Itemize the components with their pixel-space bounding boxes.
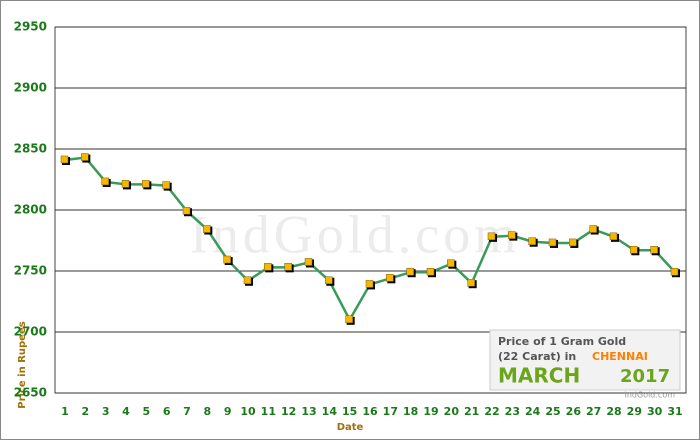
legend-year: 2017 (620, 366, 670, 387)
marker (345, 315, 353, 324)
y-tick-label: 2950 (14, 20, 47, 34)
x-tick-label: 24 (525, 405, 541, 418)
marker (60, 155, 69, 164)
legend-bg (489, 329, 681, 391)
x-tick-label: 29 (627, 405, 642, 418)
x-tick-label: 15 (342, 405, 357, 418)
marker (142, 180, 150, 188)
x-tick-label: 22 (484, 405, 499, 418)
x-tick-label: 26 (566, 405, 582, 418)
y-tick-label: 2850 (14, 142, 47, 156)
x-tick-label: 9 (224, 405, 232, 418)
legend-month: MARCH (498, 364, 580, 388)
x-tick-label: 25 (545, 405, 560, 418)
x-tick-label: 19 (423, 405, 438, 418)
x-tick-label: 18 (403, 405, 418, 418)
x-tick-label: 2 (82, 405, 90, 418)
x-tick-label: 10 (240, 405, 256, 418)
x-tick-label: 23 (505, 405, 520, 418)
legend-box: Price of 1 Gram Gold (22 Carat) in CHENN… (489, 329, 681, 400)
x-tick-label: 13 (301, 405, 316, 418)
x-axis-label: Date (337, 422, 364, 433)
y-tick-label: 2750 (14, 264, 47, 278)
x-tick-label: 21 (464, 405, 479, 418)
x-tick-label: 3 (102, 405, 110, 418)
marker (447, 259, 455, 267)
marker (548, 238, 557, 247)
x-tick-label: 8 (204, 405, 212, 418)
marker (467, 278, 475, 287)
marker (508, 231, 516, 239)
marker (101, 177, 109, 186)
marker (365, 280, 374, 288)
y-tick-label: 2700 (14, 325, 47, 339)
marker (589, 225, 597, 233)
marker (182, 206, 191, 215)
x-tick-label: 31 (667, 405, 682, 418)
marker (487, 232, 496, 241)
x-tick-label: 1 (61, 405, 69, 418)
marker (426, 267, 435, 276)
marker (569, 238, 577, 247)
legend-text: (22 Carat) in (498, 350, 576, 363)
marker (325, 276, 333, 285)
x-tick-label: 4 (122, 405, 130, 418)
marker (650, 246, 658, 254)
marker (81, 153, 89, 161)
x-tick-label: 27 (586, 405, 601, 418)
y-tick-label: 2900 (14, 81, 47, 95)
marker (162, 181, 170, 189)
marker (609, 232, 618, 241)
marker (670, 267, 679, 276)
x-tick-label: 28 (606, 405, 621, 418)
x-tick-label: 11 (261, 405, 276, 418)
marker (528, 237, 536, 245)
marker (121, 180, 130, 188)
marker (264, 263, 272, 271)
marker (406, 267, 414, 276)
x-tick-label: 17 (383, 405, 398, 418)
y-tick-label: 2800 (14, 203, 47, 217)
legend-site: IndGold.com (624, 391, 675, 400)
legend-text: Price of 1 Gram Gold (498, 335, 626, 348)
marker (386, 274, 394, 282)
y-tick-label: 2650 (14, 386, 47, 400)
legend-city: CHENNAI (592, 350, 648, 363)
marker (203, 225, 211, 233)
x-tick-label: 5 (143, 405, 151, 418)
x-tick-label: 14 (322, 405, 338, 418)
marker (223, 255, 231, 264)
marker (243, 276, 252, 285)
x-tick-label: 12 (281, 405, 296, 418)
watermark: IndGold.com (190, 204, 520, 264)
x-tick-label: 6 (163, 405, 171, 418)
marker (630, 246, 638, 254)
x-tick-label: 30 (647, 405, 663, 418)
marker (284, 263, 292, 271)
x-tick-label: 7 (183, 405, 191, 418)
x-tick-label: 20 (444, 405, 460, 418)
x-tick-label: 16 (362, 405, 378, 418)
y-axis-label: Price in Rupees (17, 321, 28, 408)
marker (304, 258, 313, 266)
